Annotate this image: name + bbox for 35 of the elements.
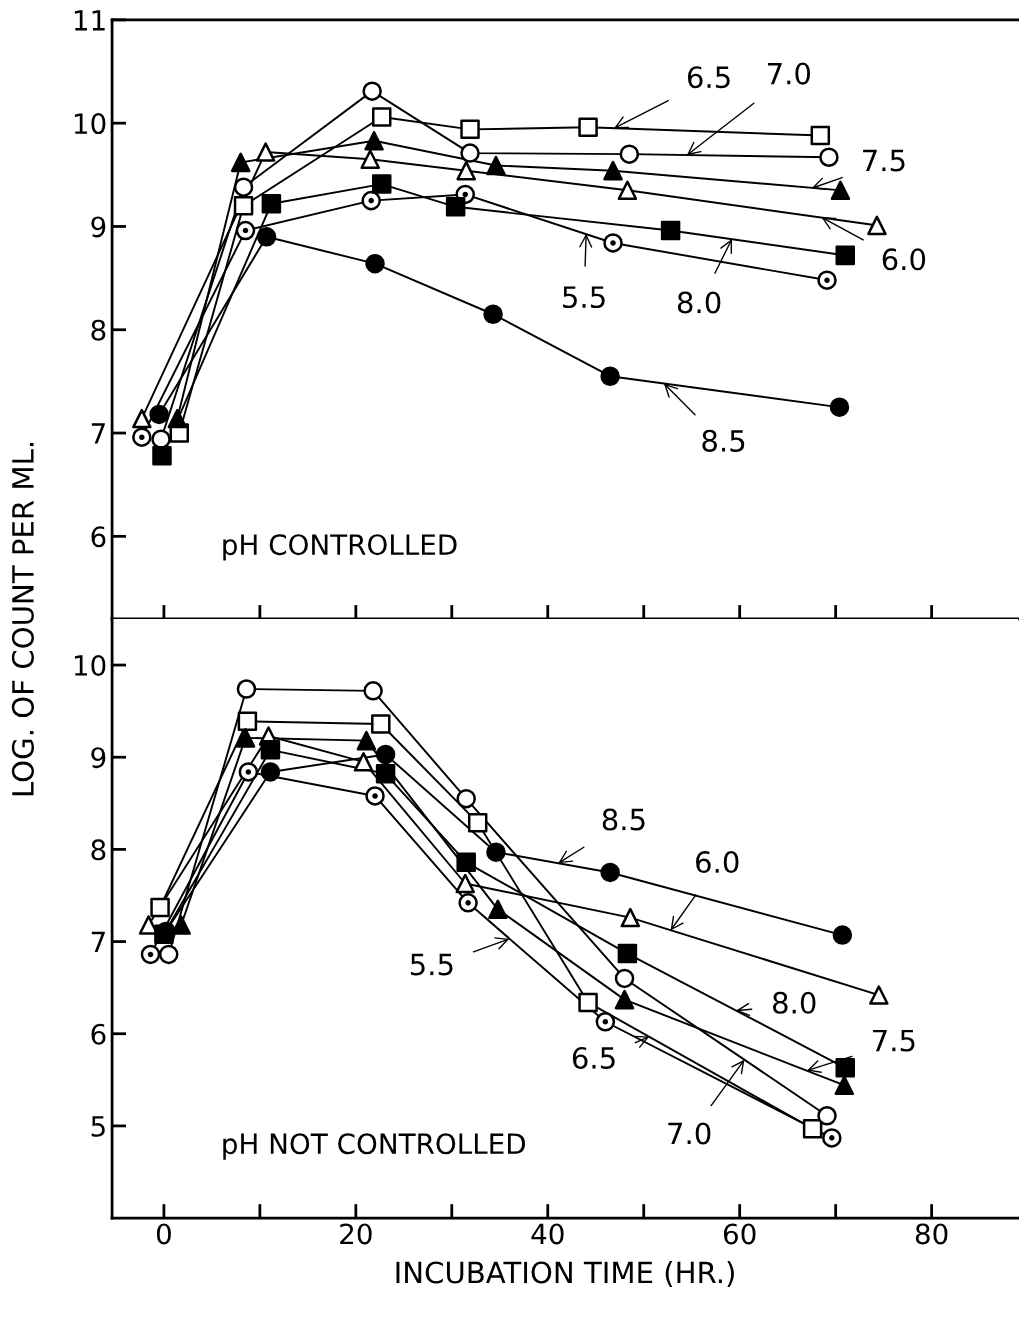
y-tick-label: 10 [74,113,106,135]
y-tick-label: 9 [91,747,106,769]
annotation: 5.5 [563,286,605,309]
annotation: 6.5 [687,66,730,89]
y-tick-label: 6 [91,1023,106,1045]
annotation: 7.5 [873,1029,915,1052]
annotation: 8.0 [773,991,816,1014]
x-tick-label: 60 [723,1223,756,1245]
x-tick-label: 80 [915,1223,948,1245]
x-tick-label: 20 [340,1223,372,1245]
annotation: 7.0 [767,62,811,85]
y-tick-label: 8 [91,319,106,341]
text: pH CONTROLLED [223,534,457,561]
x-axis-title: INCUBATION TIME (HR.) [396,1260,734,1287]
text: pH NOT CONTROLLED [223,1133,526,1160]
annotation: 8.5 [702,429,745,452]
y-tick-label: 7 [91,423,105,444]
y-axis-title: LOG. OF COUNT PER ML. [11,443,34,796]
annotation: 6.0 [882,248,926,271]
y-tick-label: 9 [91,216,106,238]
annotation: 8.0 [677,291,721,314]
annotation: 7.5 [863,149,905,172]
y-tick-label: 5 [91,1116,105,1137]
y-tick-label: 8 [91,839,106,861]
y-tick-label: 10 [74,654,106,676]
y-tick-label: 6 [91,526,106,548]
y-tick-label: 11 [74,10,105,31]
annotation: 8.5 [602,808,645,831]
annotation: 6.5 [572,1046,615,1069]
annotation: 7.0 [668,1122,711,1145]
x-tick-label: 40 [531,1223,564,1245]
annotation: 6.0 [696,851,739,874]
annotation: 5.5 [410,953,453,976]
y-tick-label: 7 [91,931,105,953]
x-tick-label: 0 [156,1223,171,1245]
